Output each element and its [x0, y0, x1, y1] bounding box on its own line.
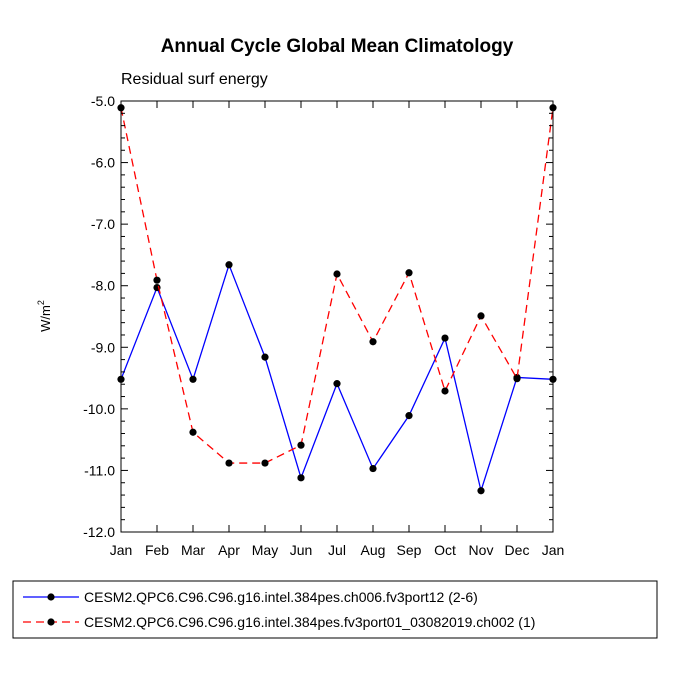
data-point-s0-2 — [189, 375, 197, 383]
y-axis-label: W/m — [38, 305, 53, 332]
chart-subtitle: Residual surf energy — [121, 71, 268, 88]
data-point-s0-4 — [261, 353, 269, 361]
data-point-s1-4 — [261, 459, 269, 467]
x-tick-label: Nov — [469, 542, 494, 558]
x-tick-label: May — [252, 542, 278, 558]
y-tick-label: -11.0 — [84, 462, 115, 478]
legend-box — [12, 580, 658, 639]
data-point-s0-10 — [477, 487, 485, 495]
x-tick-label: Jan — [542, 542, 565, 558]
y-tick-label: -9.0 — [91, 339, 115, 355]
legend-label-0: CESM2.QPC6.C96.C96.g16.intel.384pes.ch00… — [84, 589, 478, 605]
data-point-s1-3 — [225, 459, 233, 467]
x-tick-label: Mar — [181, 542, 205, 558]
series-line-0 — [120, 262, 554, 494]
y-tick-label: -8.0 — [91, 278, 115, 294]
y-axis-title: W/m2 — [36, 300, 53, 332]
legend-marker-0 — [47, 593, 55, 601]
data-point-s0-3 — [225, 261, 233, 269]
x-tick-label: Dec — [505, 542, 530, 558]
chart-title: Annual Cycle Global Mean Climatology — [161, 36, 514, 57]
y-tick-label: -12.0 — [83, 524, 115, 540]
data-point-s0-9 — [441, 334, 449, 342]
x-tick-label: Oct — [434, 542, 456, 558]
x-tick-label: Jun — [290, 542, 313, 558]
x-tick-label: Jan — [110, 542, 133, 558]
legend-label-1: CESM2.QPC6.C96.C96.g16.intel.384pes.fv3p… — [84, 614, 535, 630]
data-point-s1-8 — [405, 269, 413, 277]
data-point-s0-7 — [369, 464, 377, 473]
data-point-s1-7 — [369, 338, 377, 346]
data-point-s1-1 — [153, 276, 161, 284]
data-point-s0-5 — [297, 474, 305, 482]
y-tick-label: -6.0 — [91, 155, 115, 171]
data-point-s1-9 — [441, 387, 449, 395]
data-point-s1-11 — [513, 375, 521, 383]
legend-marker-1 — [47, 618, 55, 626]
data-point-s1-6 — [333, 270, 341, 278]
x-tick-label: Aug — [361, 542, 386, 558]
y-tick-label: -10.0 — [83, 401, 115, 417]
x-tick-label: Feb — [145, 542, 169, 558]
data-point-s0-8 — [405, 412, 413, 420]
x-tick-label: Apr — [218, 542, 240, 558]
data-point-s0-6 — [333, 380, 341, 388]
x-tick-label: Sep — [397, 542, 422, 558]
series-line-1 — [120, 107, 554, 464]
y-tick-label: -7.0 — [91, 216, 115, 232]
data-point-s1-5 — [297, 441, 305, 449]
y-axis-label-superscript: 2 — [36, 300, 46, 305]
x-tick-label: Jul — [328, 542, 346, 558]
data-point-s1-10 — [477, 312, 485, 320]
data-point-s1-2 — [189, 428, 197, 436]
y-tick-label: -5.0 — [91, 93, 115, 109]
svg-text:W/m2: W/m2 — [36, 300, 53, 332]
